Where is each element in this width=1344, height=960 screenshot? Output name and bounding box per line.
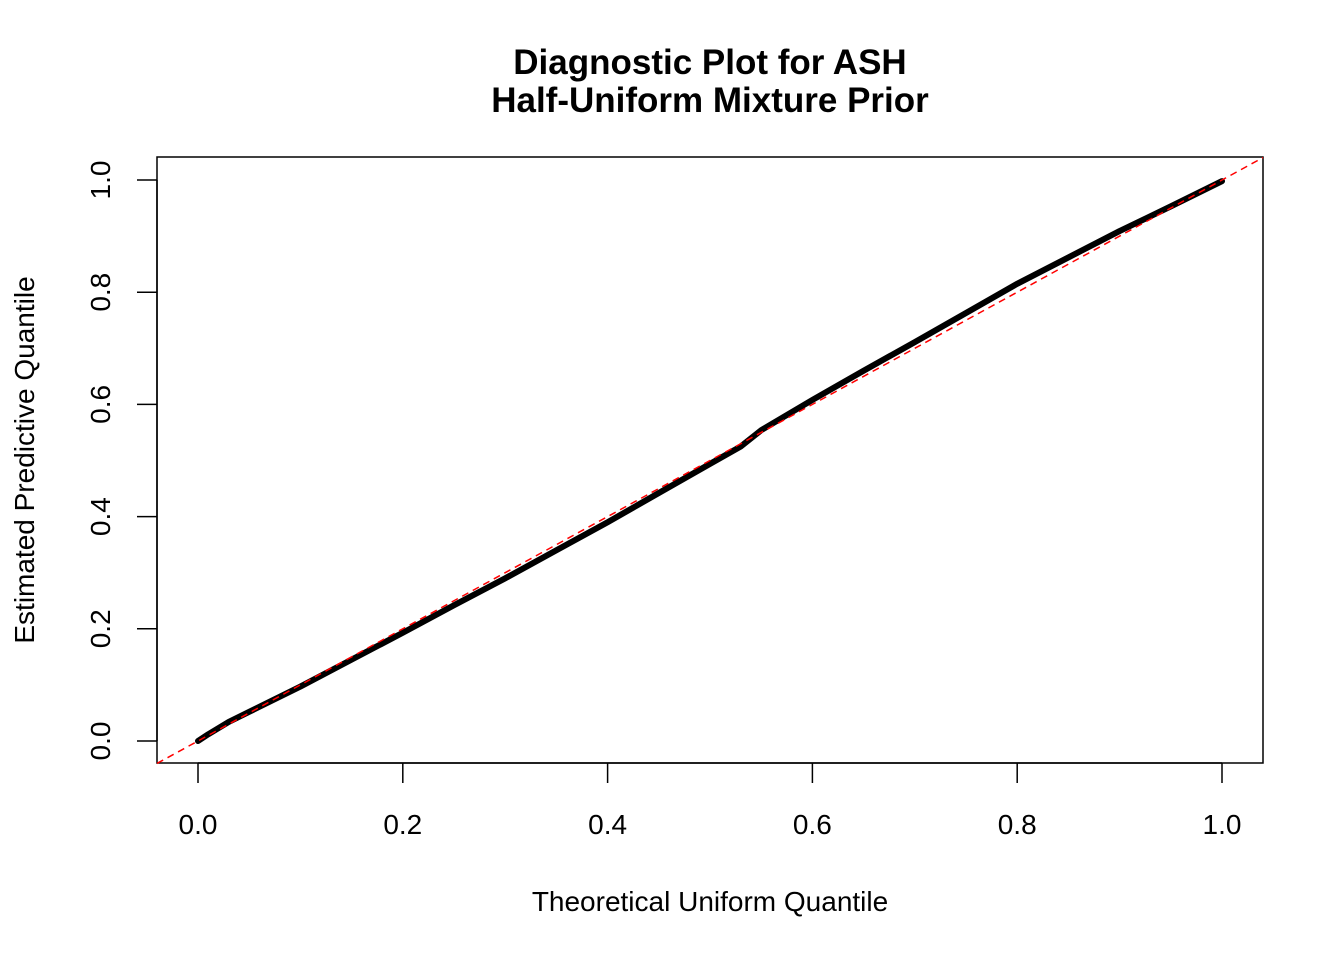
quantile-curve [195,178,1225,744]
x-tick-label: 0.2 [383,809,422,840]
x-tick-label: 0.6 [793,809,832,840]
x-tick-label: 1.0 [1203,809,1242,840]
chart-subtitle: Half-Uniform Mixture Prior [491,81,929,120]
chart-title: Diagnostic Plot for ASH [513,43,906,82]
x-tick-label: 0.0 [179,809,218,840]
y-tick-label: 0.2 [85,609,116,648]
y-tick-label: 0.8 [85,273,116,312]
y-tick-label: 0.6 [85,385,116,424]
y-tick-label: 0.0 [85,722,116,761]
x-axis-label: Theoretical Uniform Quantile [532,886,888,917]
y-tick-label: 1.0 [85,161,116,200]
y-tick-label: 0.4 [85,497,116,536]
y-axis-label: Estimated Predictive Quantile [9,276,40,643]
reference-line-y-equals-x [156,156,1264,765]
x-tick-label: 0.8 [998,809,1037,840]
x-tick-label: 0.4 [588,809,627,840]
